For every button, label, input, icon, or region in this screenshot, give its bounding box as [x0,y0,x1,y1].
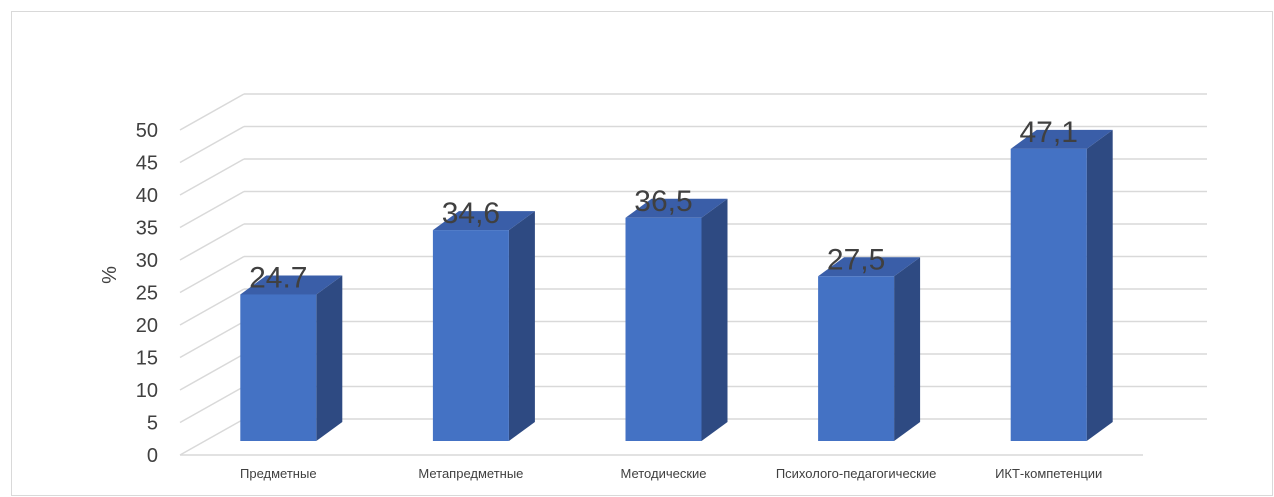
bar-top [625,198,728,218]
x-category-label: ИКТ-компетенции [995,466,1102,481]
bar-value-label: 36,5 [634,185,692,218]
bar-side [316,275,343,441]
x-category-label: Метапредметные [418,466,523,481]
x-category-label: Предметные [240,466,317,481]
gridline-diagonal [179,288,245,326]
bar [432,230,509,441]
gridline-diagonal [179,353,245,391]
bar [240,294,317,441]
y-axis-label: % [99,266,121,284]
y-tick-label: 0 [147,445,158,467]
bar-top [432,211,535,231]
bar-top [240,275,343,295]
bar-side [508,211,535,441]
bar [1010,148,1087,441]
data-labels: 24.7 34,6 36,5 27,5 47,1 [249,116,1078,295]
y-tick-label: 40 [136,185,158,207]
y-tick-label: 35 [136,218,158,240]
y-tick-label: 50 [136,120,158,142]
y-tick-label: 15 [136,348,158,370]
bar-side [701,198,728,441]
bar-value-label: 34,6 [442,197,500,230]
y-tick-label: 45 [136,153,158,175]
bar-side [1086,129,1113,441]
gridline-diagonal [179,93,245,131]
x-category-label: Психолого-педагогические [776,466,937,481]
x-category-label: Методические [620,466,706,481]
y-tick-label: 25 [136,283,158,305]
chart-frame [11,11,1273,496]
y-tick-label: 30 [136,250,158,272]
gridline-diagonal [179,255,245,294]
bar-value-label: 47,1 [1020,116,1078,149]
y-tick-label: 20 [136,315,158,337]
gridline-diagonal [179,418,245,456]
gridline-diagonal [179,320,245,359]
gridline-diagonal [179,223,245,261]
gridline-diagonal [179,190,245,229]
gridline-diagonal [179,125,245,164]
bar-top [818,257,921,277]
gridline-diagonal [179,158,245,196]
x-axis-categories: Предметные Метапредметные Методические Псих… [240,466,1102,481]
y-tick-label: 5 [147,413,158,435]
bar-value-label: 24.7 [249,261,307,294]
bar-value-label: 27,5 [827,243,885,276]
bar-top [1010,129,1113,149]
bar [818,276,895,441]
bar-side [894,257,921,441]
gridline-diagonal [179,385,245,424]
y-axis-ticks: 0 5 10 15 20 25 30 35 40 45 50 [136,120,158,467]
bars [240,129,1113,441]
y-tick-label: 10 [136,380,158,402]
bar [625,217,702,441]
